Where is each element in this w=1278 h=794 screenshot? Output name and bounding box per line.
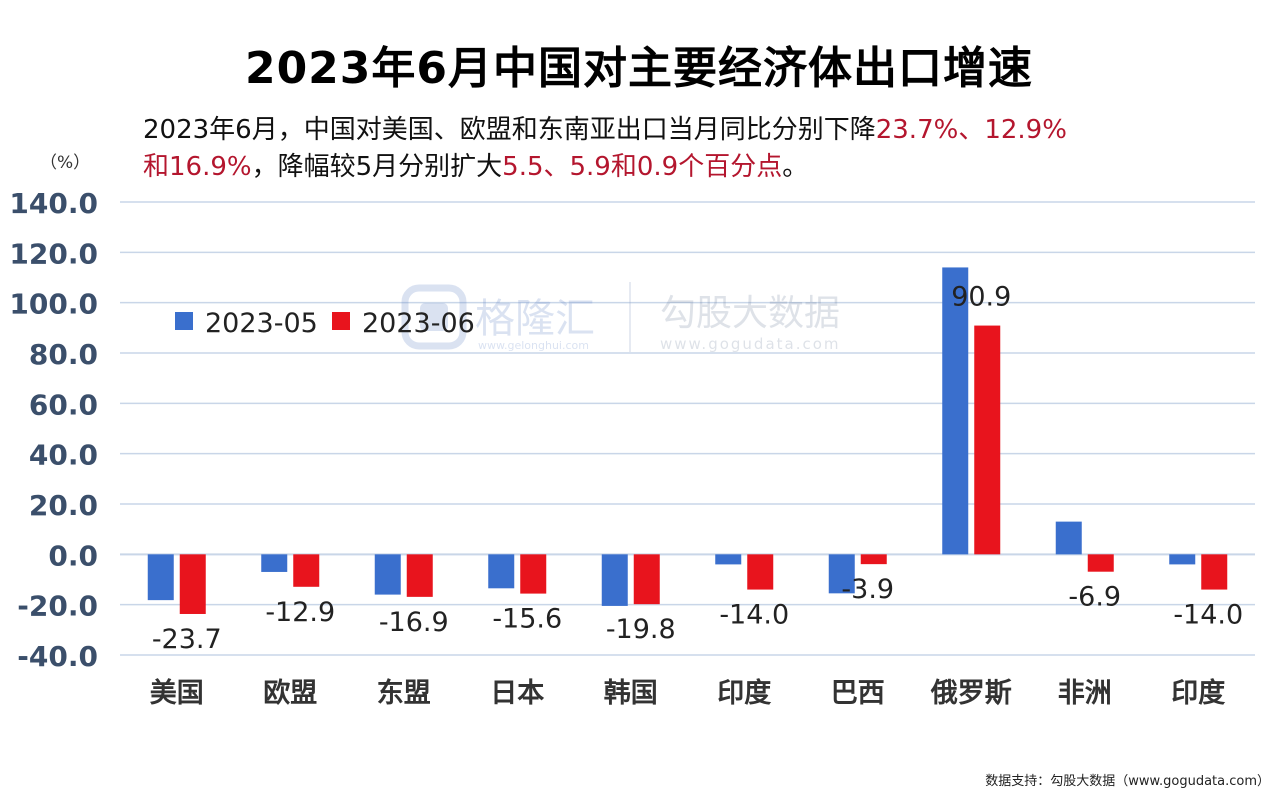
- bar-2023-05: [715, 554, 742, 565]
- bar-2023-05: [261, 554, 288, 572]
- bar-2023-06: [406, 554, 433, 597]
- y-tick-label: 40.0: [29, 439, 98, 472]
- bar-2023-06: [974, 325, 1001, 555]
- data-label: -23.7: [152, 624, 222, 655]
- watermark: 格隆汇 www.gelonghui.com 勾股大数据 www.gogudata…: [401, 282, 841, 353]
- x-category-label: 日本: [490, 678, 544, 709]
- y-tick-label: -40.0: [17, 640, 98, 673]
- watermark-brand-1: 格隆汇: [475, 296, 595, 342]
- legend-label: 2023-05: [205, 308, 318, 339]
- chart-subtitle: 2023年6月，中国对美国、欧盟和东南亚出口当月同比分别下降23.7%、12.9…: [143, 112, 1143, 186]
- bar-2023-05: [942, 267, 969, 555]
- bar-2023-06: [633, 554, 660, 605]
- bar-2023-05: [828, 554, 855, 594]
- y-tick-label: 20.0: [29, 489, 98, 522]
- y-tick-label: 80.0: [29, 338, 98, 371]
- data-label: -16.9: [379, 607, 449, 638]
- y-tick-label: 100.0: [9, 288, 98, 321]
- bar-2023-06: [860, 554, 887, 565]
- data-label: 90.9: [951, 282, 1011, 313]
- y-tick-label: 60.0: [29, 388, 98, 421]
- gelonghui-logo-icon: [401, 284, 467, 350]
- subtitle-highlight-3: 5.5、5.9和0.9个百分点: [502, 152, 783, 182]
- bar-2023-05: [1169, 554, 1196, 565]
- subtitle-part-1: 2023年6月，中国对美国、欧盟和东南亚出口当月同比分别下降: [143, 115, 876, 145]
- bars-layer: [147, 267, 1228, 614]
- bar-2023-06: [179, 554, 206, 614]
- y-axis-unit: （%）: [40, 153, 91, 173]
- data-label: -3.9: [841, 574, 894, 605]
- chart-title: 2023年6月中国对主要经济体出口增速: [244, 43, 1034, 94]
- data-label: -12.9: [265, 597, 335, 628]
- x-category-label: 东盟: [377, 677, 431, 709]
- bar-2023-06: [1201, 554, 1228, 590]
- subtitle-highlight-1: 23.7%、12.9%: [875, 115, 1067, 145]
- x-category-label: 巴西: [831, 678, 885, 709]
- legend-swatch: [175, 312, 193, 330]
- y-tick-label: 120.0: [9, 237, 98, 270]
- bar-2023-05: [374, 554, 401, 595]
- x-category-label: 印度: [717, 677, 771, 709]
- bar-2023-05: [488, 554, 515, 589]
- y-tick-label: 0.0: [48, 539, 98, 572]
- bar-2023-06: [1087, 554, 1114, 572]
- subtitle-part-2: ，降幅较5月分别扩大: [251, 152, 503, 182]
- bar-2023-05: [147, 554, 174, 601]
- data-label: -15.6: [492, 604, 562, 635]
- y-tick-label: 140.0: [9, 187, 98, 220]
- data-label: -14.0: [719, 600, 789, 631]
- legend-swatch: [332, 312, 350, 330]
- x-category-label: 俄罗斯: [930, 678, 1012, 709]
- labels-layer: 140.0 120.0 100.0 80.0 60.0 40.0 20.0 0.0 -20.0 -…: [9, 187, 1243, 709]
- x-category-label: 美国: [150, 677, 204, 709]
- y-tick-label: -20.0: [17, 590, 98, 623]
- bar-2023-05: [1055, 521, 1082, 555]
- bar-2023-05: [601, 554, 628, 606]
- subtitle-part-3: 。: [782, 152, 809, 182]
- bar-2023-06: [293, 554, 320, 587]
- watermark-brand-1-url: www.gelonghui.com: [478, 339, 589, 352]
- bar-2023-06: [747, 554, 774, 590]
- legend: 2023-05 2023-06: [175, 308, 475, 339]
- x-category-label: 欧盟: [263, 678, 317, 709]
- watermark-brand-2-url: www.gogudata.com: [660, 335, 841, 353]
- legend-label: 2023-06: [362, 308, 475, 339]
- bar-2023-06: [520, 554, 547, 594]
- data-label: -6.9: [1068, 582, 1121, 613]
- subtitle-highlight-2: 和16.9%: [143, 152, 252, 182]
- data-label: -14.0: [1173, 600, 1243, 631]
- x-category-label: 非洲: [1058, 678, 1112, 709]
- watermark-brand-2: 勾股大数据: [660, 293, 840, 334]
- data-label: -19.8: [606, 614, 676, 645]
- x-category-label: 印度: [1171, 677, 1225, 709]
- data-source-note: 数据支持：勾股大数据（www.gogudata.com）: [985, 774, 1270, 789]
- x-category-label: 韩国: [604, 678, 658, 709]
